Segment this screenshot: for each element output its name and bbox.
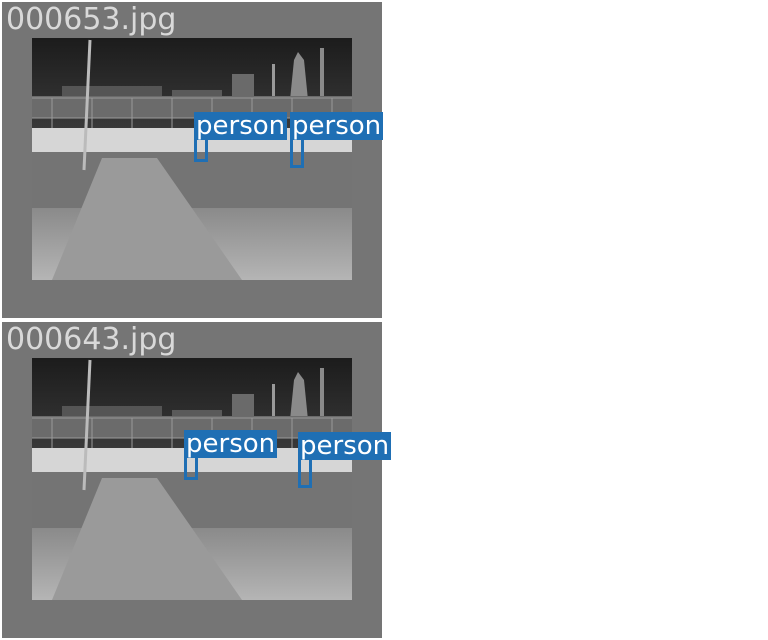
thermal-scene-image [32, 38, 352, 280]
detection-label: person [290, 111, 384, 141]
image-panel-1: 000653.jpg [2, 2, 384, 318]
image-filename: 000643.jpg [6, 322, 177, 357]
image-filename: 000653.jpg [6, 2, 177, 37]
detection-box [184, 452, 198, 480]
detection-box [290, 136, 304, 168]
detection-label: person [184, 429, 278, 459]
detection-box [298, 456, 312, 488]
detection-label: person [194, 111, 288, 141]
detection-box [194, 134, 208, 162]
image-panel-2: 000643.jpg [2, 322, 392, 638]
detection-label: person [298, 431, 392, 461]
